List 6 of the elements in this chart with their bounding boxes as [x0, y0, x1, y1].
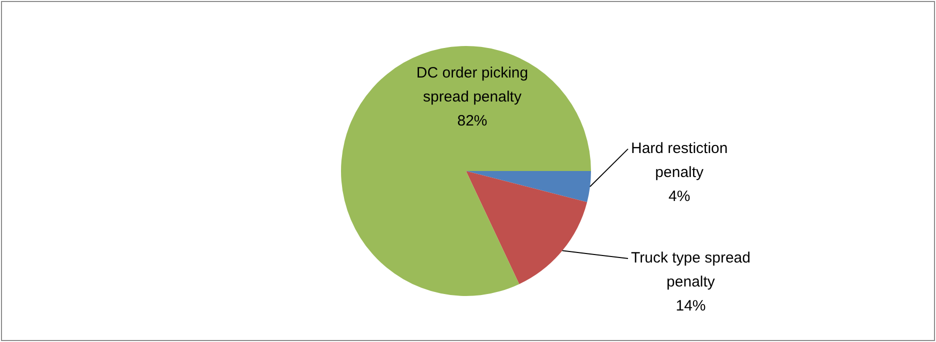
- slice-label: Truck type spread penalty: [630, 250, 750, 291]
- slice-label: DC order picking spread penalty: [416, 64, 528, 106]
- data-label: 14%: [676, 298, 706, 315]
- slice-label: Hard restiction penalty: [631, 140, 728, 182]
- data-label: 82%: [457, 112, 488, 130]
- data-label: 4%: [668, 188, 690, 206]
